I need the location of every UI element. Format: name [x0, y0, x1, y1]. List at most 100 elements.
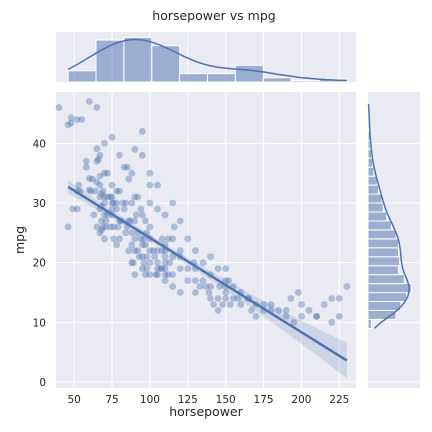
data-point — [93, 178, 101, 186]
x-tick-label: 150 — [216, 394, 236, 406]
marginal-y-bar — [367, 301, 402, 311]
data-point — [131, 193, 139, 201]
data-point — [142, 241, 149, 249]
y-axis-ticks: 0 10 20 30 40 — [33, 138, 46, 389]
data-point — [207, 295, 214, 302]
data-point — [139, 151, 146, 159]
data-point — [92, 187, 99, 195]
data-point — [205, 289, 213, 296]
data-point — [96, 193, 104, 201]
data-point — [313, 313, 320, 320]
data-point — [101, 193, 108, 201]
data-point — [128, 259, 136, 267]
data-point — [104, 169, 111, 177]
data-point — [101, 199, 108, 207]
data-point — [328, 319, 336, 326]
y-tick-label: 0 — [39, 377, 46, 389]
data-point — [154, 181, 161, 189]
data-point — [67, 119, 75, 127]
data-point — [222, 289, 230, 296]
data-point — [82, 157, 90, 165]
data-point — [139, 127, 146, 135]
marginal-y-bar — [367, 193, 383, 204]
data-point — [226, 301, 234, 308]
data-point — [328, 295, 336, 302]
data-point — [113, 241, 120, 249]
data-point — [169, 253, 177, 261]
data-point — [143, 253, 151, 261]
data-point — [287, 295, 295, 302]
data-point — [219, 301, 227, 308]
data-point — [152, 271, 160, 278]
data-point — [113, 187, 120, 195]
data-point — [146, 271, 154, 278]
y-tick-label: 20 — [33, 258, 46, 270]
data-point — [114, 223, 122, 231]
data-point — [78, 116, 86, 123]
data-point — [55, 104, 63, 111]
data-point — [214, 295, 222, 302]
marginal-y-bar — [367, 211, 388, 222]
data-point — [134, 193, 142, 201]
data-point — [101, 211, 108, 219]
data-point — [137, 235, 145, 243]
marginal-y-bar — [367, 256, 401, 267]
data-point — [134, 247, 142, 255]
data-point — [128, 241, 136, 249]
y-tick-label: 40 — [33, 138, 46, 150]
data-point — [154, 265, 161, 272]
marginal-y-kde-curve — [367, 103, 410, 329]
data-point — [199, 277, 207, 284]
marginal-x-bar — [179, 73, 209, 83]
marginal-y-bar — [367, 247, 399, 258]
chart-title: horsepower vs mpg — [152, 8, 275, 23]
data-point — [93, 145, 101, 153]
data-point — [335, 313, 343, 320]
data-point — [207, 283, 214, 290]
data-point — [199, 259, 207, 267]
data-point — [116, 151, 123, 159]
data-point — [108, 199, 116, 207]
data-point — [98, 190, 105, 198]
marginal-y-bar — [367, 318, 372, 329]
data-point — [214, 265, 222, 272]
data-point — [64, 223, 72, 231]
marginal-y-bar — [367, 184, 379, 195]
data-point — [139, 241, 146, 249]
data-point — [98, 226, 105, 234]
data-point — [335, 295, 343, 302]
data-point — [146, 259, 154, 267]
data-point — [192, 289, 199, 296]
data-point — [131, 247, 139, 255]
marginal-x-bar — [123, 36, 153, 83]
data-point — [123, 163, 131, 171]
data-point — [139, 253, 146, 261]
data-point — [102, 223, 110, 231]
data-point — [252, 313, 260, 320]
data-point — [85, 186, 93, 194]
data-point — [164, 235, 172, 243]
marginal-y-bar — [367, 292, 408, 302]
data-point — [154, 271, 161, 278]
data-point — [101, 169, 108, 177]
x-axis-label: horsepower — [169, 404, 243, 419]
data-point — [73, 116, 81, 123]
data-point — [184, 265, 192, 272]
regression-line — [67, 185, 348, 362]
data-point — [131, 235, 139, 243]
marginal-x-bar — [290, 80, 320, 83]
data-point — [184, 235, 192, 243]
data-point — [298, 301, 305, 308]
data-point — [116, 187, 123, 195]
marginal-x-bar — [67, 70, 97, 83]
data-point — [146, 181, 154, 189]
data-point — [267, 301, 275, 308]
data-point — [161, 277, 169, 284]
data-point — [146, 247, 154, 255]
data-point — [140, 235, 148, 243]
data-point — [128, 229, 136, 237]
marginal-x-bar — [151, 45, 181, 83]
data-point — [158, 247, 166, 255]
data-point — [146, 223, 154, 231]
data-point — [82, 163, 90, 171]
